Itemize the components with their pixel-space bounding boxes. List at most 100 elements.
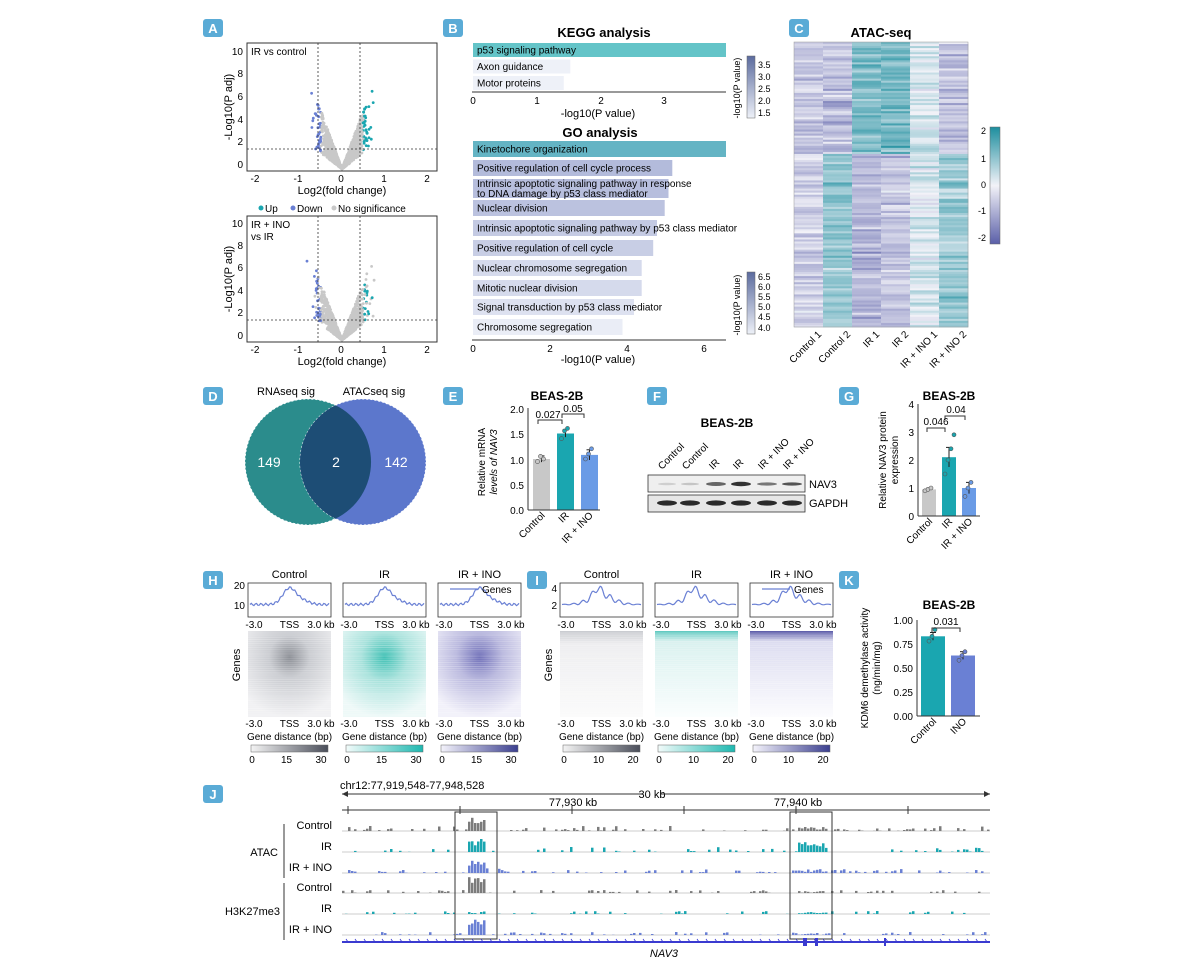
heat-cell — [939, 200, 969, 204]
f-band-gapdh: GAPDH — [809, 498, 848, 510]
signal-bar — [909, 829, 912, 831]
kegg-colorbar-label: -log10(P value) — [732, 58, 742, 119]
xtick: 2 — [424, 174, 430, 185]
signal-bar — [447, 891, 450, 893]
heat-cell — [794, 267, 824, 271]
heat-cell — [823, 192, 853, 196]
heat-cell — [939, 42, 969, 45]
signal-bar — [462, 890, 465, 893]
heat-cell — [823, 48, 853, 51]
heat-cell — [823, 233, 853, 236]
cbtick: 3.0 — [758, 72, 771, 82]
bar — [473, 179, 669, 198]
heat-cell — [794, 192, 824, 196]
heat-cell — [910, 42, 940, 45]
heat-cell — [852, 227, 882, 230]
signal-bar — [525, 828, 528, 831]
panel-letter-d: D — [208, 389, 217, 404]
gene-arrow — [831, 938, 835, 943]
signal-bar — [819, 891, 822, 893]
signal-bar — [543, 827, 546, 831]
bar — [951, 655, 975, 716]
heat-cell — [823, 180, 853, 183]
bar — [473, 319, 623, 335]
heat-cell — [852, 243, 882, 246]
heat-cell — [823, 292, 853, 295]
signal-bar — [366, 828, 369, 831]
volcano-point — [305, 259, 309, 263]
volcano-point — [357, 299, 361, 303]
volcano-bottom-points — [305, 259, 376, 342]
signal-bar — [702, 829, 705, 831]
heat-cell — [852, 56, 882, 59]
heat-cell — [910, 135, 940, 139]
volcano-point — [361, 308, 365, 312]
f-title: BEAS-2B — [701, 416, 754, 430]
heat-cell — [910, 280, 940, 283]
heat-cell — [910, 174, 940, 177]
heat-cell — [794, 113, 824, 116]
signal-heatmap — [655, 631, 738, 717]
heat-cell — [852, 48, 882, 51]
gene-arrow — [669, 938, 673, 943]
heat-cell — [910, 253, 940, 257]
heat-cell — [881, 213, 911, 216]
signal-bar — [600, 872, 603, 873]
heat-cell — [823, 54, 853, 57]
heat-cell — [881, 267, 911, 271]
signal-bar — [501, 870, 504, 873]
heat-cell — [823, 239, 853, 242]
heat-cell — [881, 186, 911, 189]
gene-arrow — [912, 938, 916, 943]
heat-cell — [881, 135, 911, 139]
signal-bar — [612, 891, 615, 893]
atac-colorbar — [989, 126, 1001, 245]
volcano-point — [348, 145, 352, 149]
heat-cell — [794, 235, 824, 238]
heat-cell — [939, 139, 969, 143]
volcano-point — [349, 159, 353, 162]
gene-arrow — [624, 938, 628, 943]
heat-cell — [852, 117, 882, 120]
j-locus: chr12:77,919,548-77,948,528 — [340, 780, 484, 792]
signal-bar — [759, 871, 762, 873]
heat-cell — [794, 200, 824, 204]
signal-bar — [531, 912, 534, 914]
heatmap-xtick: -3.0 — [340, 719, 358, 730]
signal-bar — [513, 913, 516, 914]
gene-arrow — [588, 938, 592, 943]
ytick: 0 — [908, 512, 914, 523]
signal-bar — [816, 913, 819, 914]
heat-cell — [794, 190, 824, 194]
volcano-point — [331, 151, 334, 155]
signal-bar — [354, 871, 357, 873]
bar-label: Signal transduction by p53 class mediato… — [477, 303, 663, 314]
heat-cell — [881, 174, 911, 177]
heat-cell — [852, 284, 882, 287]
heat-cell — [939, 194, 969, 198]
signal-bar — [480, 839, 483, 852]
heat-cell — [852, 221, 882, 224]
volcano-point — [351, 152, 355, 156]
heat-cell — [823, 284, 853, 287]
volcano-point — [310, 126, 314, 129]
signal-bar — [591, 847, 594, 852]
heat-cell — [794, 210, 824, 214]
f-gapdh-bands — [657, 500, 802, 506]
heat-cell — [939, 158, 969, 161]
heat-cell — [910, 235, 940, 238]
heat-cell — [939, 66, 969, 69]
heat-cell — [823, 324, 853, 328]
heat-cell — [823, 298, 853, 301]
heat-cell — [881, 249, 911, 253]
volcano-point — [370, 265, 373, 268]
heat-cell — [910, 66, 940, 69]
data-point — [945, 457, 951, 463]
heat-cell — [852, 139, 882, 143]
heat-cell — [823, 304, 853, 308]
signal-bar — [486, 868, 489, 873]
lane-label: Control — [680, 442, 711, 473]
heat-cell — [881, 221, 911, 224]
heat-cell — [881, 202, 911, 206]
